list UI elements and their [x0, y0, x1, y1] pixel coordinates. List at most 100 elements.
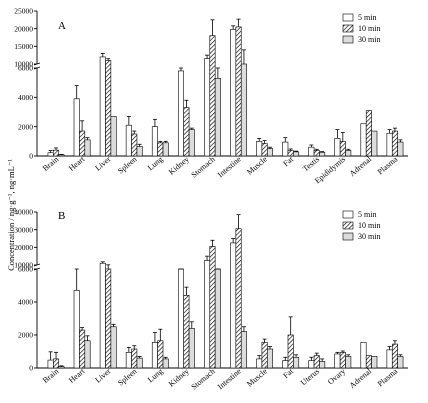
bar-30-min-plasma — [397, 356, 404, 369]
bar-10-min-kidney — [183, 107, 190, 157]
bar-30-min-liver — [110, 116, 117, 157]
legend-label: 30 min — [358, 35, 380, 44]
bar-10-min-intestine — [235, 26, 242, 157]
bar-5-min-adrenal — [360, 123, 367, 157]
y-tick-label: 2000 — [18, 122, 33, 131]
category-label: Spleen — [116, 155, 138, 176]
bar-5-min-liver — [99, 262, 106, 369]
bar-30-min-uterus — [319, 361, 326, 369]
bar-10-min-liver — [105, 268, 112, 369]
legend-swatch — [342, 35, 354, 44]
legend-label: 10 min — [358, 221, 380, 230]
category-label: Lung — [146, 367, 165, 385]
y-tick-label: 40000 — [14, 208, 33, 217]
bar-30-min-ovary — [345, 356, 352, 369]
legend-label: 10 min — [358, 24, 380, 33]
bar-5-min-heart — [73, 98, 80, 157]
y-tick-label: 6000 — [18, 64, 33, 73]
y-tick-label: 15000 — [14, 42, 33, 51]
bar-10-min-lung — [157, 142, 164, 157]
bar-30-min-muscle — [267, 148, 274, 157]
panel-label: A — [58, 20, 66, 32]
bar-30-min-heart — [84, 139, 91, 157]
category-label: Heart — [67, 154, 87, 173]
category-label: Muscle — [245, 154, 269, 176]
bar-30-min-stomach — [214, 77, 221, 157]
y-tick-label: 20000 — [14, 24, 33, 33]
legend-label: 30 min — [358, 232, 380, 241]
category-label: Kidney — [167, 367, 191, 389]
y-tick-label: 30000 — [14, 225, 33, 234]
y-tick-label: 20000 — [14, 243, 33, 252]
bar-10-min-fat — [287, 334, 294, 369]
bar-5-min-muscle — [256, 141, 263, 157]
bar-5-min-testis — [308, 146, 315, 157]
bar-10-min-kidney — [183, 295, 190, 369]
bar-5-min-lung — [151, 126, 158, 157]
category-label: Liver — [93, 366, 112, 384]
legend-swatch — [342, 13, 354, 22]
bar-30-min-brain — [58, 366, 65, 369]
bar-5-min-ovary — [334, 353, 341, 369]
bar-5-min-plasma — [386, 132, 393, 157]
bar-10-min-adrenal — [365, 110, 372, 157]
legend-swatch — [342, 232, 354, 241]
bar-10-min-adrenal — [365, 355, 372, 369]
category-label: Heart — [67, 366, 87, 385]
y-tick-label: 0 — [29, 152, 33, 161]
bar-5-min-lung — [151, 342, 158, 369]
bar-10-min-uterus — [313, 355, 320, 369]
bar-30-min-brain — [58, 154, 65, 157]
y-tick-label: 4000 — [18, 93, 33, 102]
category-label: Brain — [41, 155, 60, 173]
y-tick-label: 25000 — [14, 7, 33, 16]
bar-5-min-liver — [99, 56, 106, 157]
bar-10-min-plasma — [391, 130, 398, 157]
y-tick-label: 10000 — [14, 60, 33, 69]
y-tick-label: 0 — [29, 364, 33, 373]
bar-10-min-muscle — [261, 342, 268, 369]
bar-30-min-lung — [162, 142, 169, 157]
bar-5-min-kidney — [177, 70, 184, 157]
legend: 5 min 10 min 30 min — [342, 13, 380, 44]
bar-10-min-spleen — [131, 348, 138, 369]
bar-10-min-heart — [79, 130, 86, 157]
bar-30-min-spleen — [136, 146, 143, 157]
bar-5-min-fat — [282, 360, 289, 369]
bar-30-min-lung — [162, 358, 169, 369]
category-label: Kidney — [167, 155, 191, 177]
bar-10-min-stomach — [209, 246, 216, 369]
bar-30-min-stomach — [214, 268, 221, 369]
bar-10-min-heart — [79, 329, 86, 369]
category-label: Intestine — [216, 366, 243, 391]
legend-swatch — [342, 24, 354, 33]
category-label: Ovary — [326, 367, 347, 387]
bar-10-min-epididymis — [339, 141, 346, 157]
bar-5-min-spleen — [125, 124, 132, 157]
bar-30-min-spleen — [136, 357, 143, 369]
category-label: Adrenal — [348, 154, 374, 178]
category-label: Lung — [146, 155, 165, 173]
bar-5-min-brain — [47, 359, 54, 369]
legend-label: 5 min — [358, 13, 376, 22]
bar-30-min-testis — [319, 152, 326, 157]
bar-30-min-epididymis — [345, 150, 352, 157]
y-axis-title: Concentration / ng·g⁻¹, ng·mL⁻¹ — [6, 159, 16, 271]
y-tick-label: 4000 — [18, 298, 33, 307]
legend-swatch — [342, 221, 354, 230]
category-label: Testis — [301, 155, 321, 174]
bar-10-min-spleen — [131, 133, 138, 157]
category-label: Liver — [93, 154, 112, 172]
bar-10-min-lung — [157, 340, 164, 369]
bar-30-min-kidney — [188, 129, 195, 157]
bar-10-min-stomach — [209, 35, 216, 157]
bar-30-min-muscle — [267, 348, 274, 369]
y-tick-label: 2000 — [18, 331, 33, 340]
category-label: Muscle — [245, 366, 269, 388]
bar-10-min-ovary — [339, 352, 346, 369]
category-label: Uterus — [299, 367, 321, 388]
category-label: Plasma — [376, 366, 400, 388]
bar-5-min-heart — [73, 290, 80, 369]
legend-swatch — [342, 210, 354, 219]
